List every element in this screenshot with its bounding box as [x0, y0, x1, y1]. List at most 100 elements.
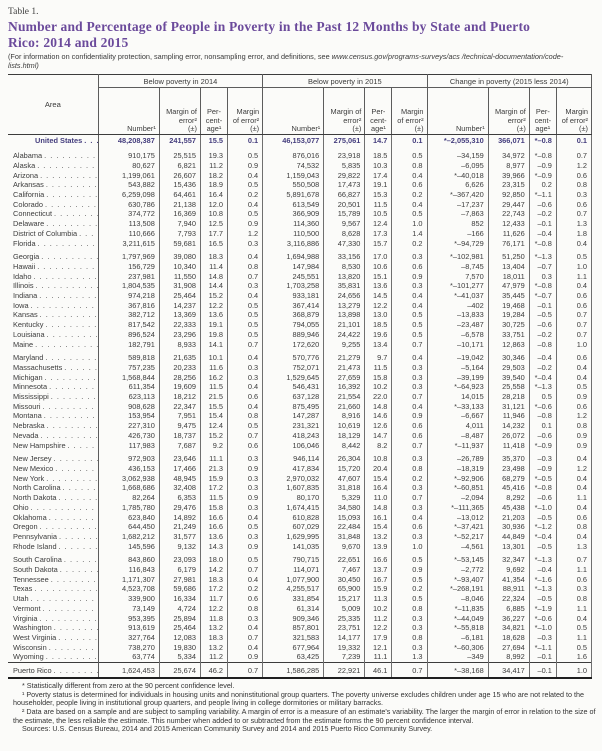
area-label: New York: [8, 473, 99, 484]
value-cell: 30,936: [488, 522, 530, 532]
footnotes: * Statistically different from zero at t…: [13, 682, 599, 734]
value-cell: 0.2: [529, 180, 557, 190]
value-cell: 0.4: [227, 170, 264, 181]
value-cell: 6,821: [159, 160, 201, 171]
area-label: South Dakota: [8, 565, 99, 575]
value-cell: 0.7: [556, 147, 593, 161]
value-cell: 21,279: [323, 349, 366, 363]
value-cell: –0.2: [529, 329, 557, 340]
value-cell: 0.1: [556, 134, 593, 148]
table-row: Maryland589,81821,63510.10.4570,77621,27…: [8, 349, 593, 363]
value-cell: 6,353: [159, 493, 201, 503]
value-cell: 0.5: [556, 248, 593, 262]
table-body: United States48,208,387241,55715.50.146,…: [8, 134, 593, 679]
area-label: Rhode Island: [8, 541, 99, 552]
value-cell: 12.4: [364, 219, 393, 229]
value-cell: –10,171: [427, 339, 489, 350]
value-cell: –6,578: [427, 329, 489, 340]
value-cell: *–1.2: [529, 522, 557, 532]
table-row: Maine182,7918,93314.10.7172,6209,25513.4…: [8, 339, 593, 350]
value-cell: 0.3: [391, 623, 428, 633]
value-cell: 0.4: [391, 512, 428, 523]
value-cell: 0.4: [227, 199, 264, 210]
value-cell: 589,818: [98, 349, 160, 363]
area-label: Wyoming: [8, 652, 99, 663]
value-cell: 30,450: [323, 574, 366, 585]
value-cell: *–0.8: [529, 281, 557, 292]
value-cell: 15.3: [364, 190, 393, 200]
value-cell: 23,918: [323, 147, 366, 161]
value-cell: *–2,055,310: [427, 134, 489, 148]
value-cell: 0.6: [391, 421, 428, 431]
value-cell: *–0.8: [529, 238, 557, 249]
area-label: Mississippi: [8, 392, 99, 402]
value-cell: 0.7: [556, 329, 593, 340]
value-cell: 74,532: [262, 160, 325, 171]
value-cell: *–268,191: [427, 584, 489, 595]
value-cell: 0.6: [556, 199, 593, 210]
value-cell: 1.1: [556, 565, 593, 575]
value-cell: 0.5: [227, 329, 264, 340]
value-cell: 21,138: [159, 199, 201, 210]
value-cell: 1.8: [556, 228, 593, 239]
value-cell: 13,301: [488, 541, 530, 552]
table-row: Idaho237,98111,55014.80.7245,55113,82015…: [8, 271, 593, 282]
value-cell: –0.2: [529, 362, 557, 373]
value-cell: 47,607: [323, 473, 366, 484]
area-label: Illinois: [8, 281, 99, 292]
value-cell: 231,321: [262, 421, 325, 431]
value-cell: 0.6: [227, 594, 264, 604]
value-cell: –0.6: [529, 199, 557, 210]
value-cell: 0.3: [227, 372, 264, 383]
note-url: www.census.gov/programs-surveys/acs /tec…: [8, 52, 564, 70]
value-cell: 14.7: [364, 430, 393, 441]
value-cell: 0.3: [391, 450, 428, 464]
value-cell: 11.7: [200, 594, 229, 604]
area-label: Puerto Rico: [8, 662, 99, 679]
value-cell: 11.2: [200, 652, 229, 663]
value-cell: 0.4: [227, 574, 264, 585]
value-cell: 34,580: [323, 502, 366, 513]
value-cell: 65,900: [323, 584, 366, 595]
value-cell: –0.8: [529, 339, 557, 350]
value-cell: 1,694,988: [262, 248, 325, 262]
value-cell: –23,487: [427, 320, 489, 330]
value-cell: 0.4: [556, 362, 593, 373]
dot-leader: [35, 161, 97, 171]
table-row: New Mexico436,15317,46621.30.9417,83415,…: [8, 463, 593, 474]
value-cell: –0.1: [529, 219, 557, 229]
value-cell: 11.8: [200, 613, 229, 624]
value-cell: 8,442: [323, 440, 366, 451]
value-cell: 117,983: [98, 440, 160, 451]
value-cell: 0.8: [391, 463, 428, 474]
dot-leader: [38, 522, 98, 532]
value-cell: 27,694: [488, 642, 530, 653]
value-cell: 0.1: [227, 134, 264, 148]
area-label: Iowa: [8, 300, 99, 311]
value-cell: 0.5: [227, 421, 264, 431]
value-cell: 153,954: [98, 411, 160, 422]
value-cell: 8,977: [488, 160, 530, 171]
value-cell: 13,898: [323, 310, 366, 321]
value-cell: 953,395: [98, 613, 160, 624]
area-label: Nebraska: [8, 421, 99, 431]
value-cell: 1,624,453: [98, 662, 160, 679]
value-cell: 20,501: [323, 199, 366, 210]
value-cell: 32,408: [159, 483, 201, 494]
value-cell: *–53,145: [427, 551, 489, 566]
value-cell: 92,850: [488, 190, 530, 200]
table-row: Colorado630,78621,13812.00.4613,54920,50…: [8, 199, 593, 210]
area-label: Georgia: [8, 248, 99, 262]
value-cell: 12.2: [364, 300, 393, 311]
value-cell: 15.1: [364, 271, 393, 282]
value-cell: 0.5: [391, 594, 428, 604]
value-cell: 0.3: [529, 271, 557, 282]
value-cell: 17,473: [323, 180, 366, 190]
value-cell: 16.6: [200, 522, 229, 532]
value-cell: *–41,037: [427, 291, 489, 301]
value-cell: 21,635: [159, 349, 201, 363]
value-cell: 0.9: [227, 463, 264, 474]
value-cell: –0.7: [529, 261, 557, 272]
value-cell: 76,171: [488, 238, 530, 249]
value-cell: 0.7: [391, 440, 428, 451]
